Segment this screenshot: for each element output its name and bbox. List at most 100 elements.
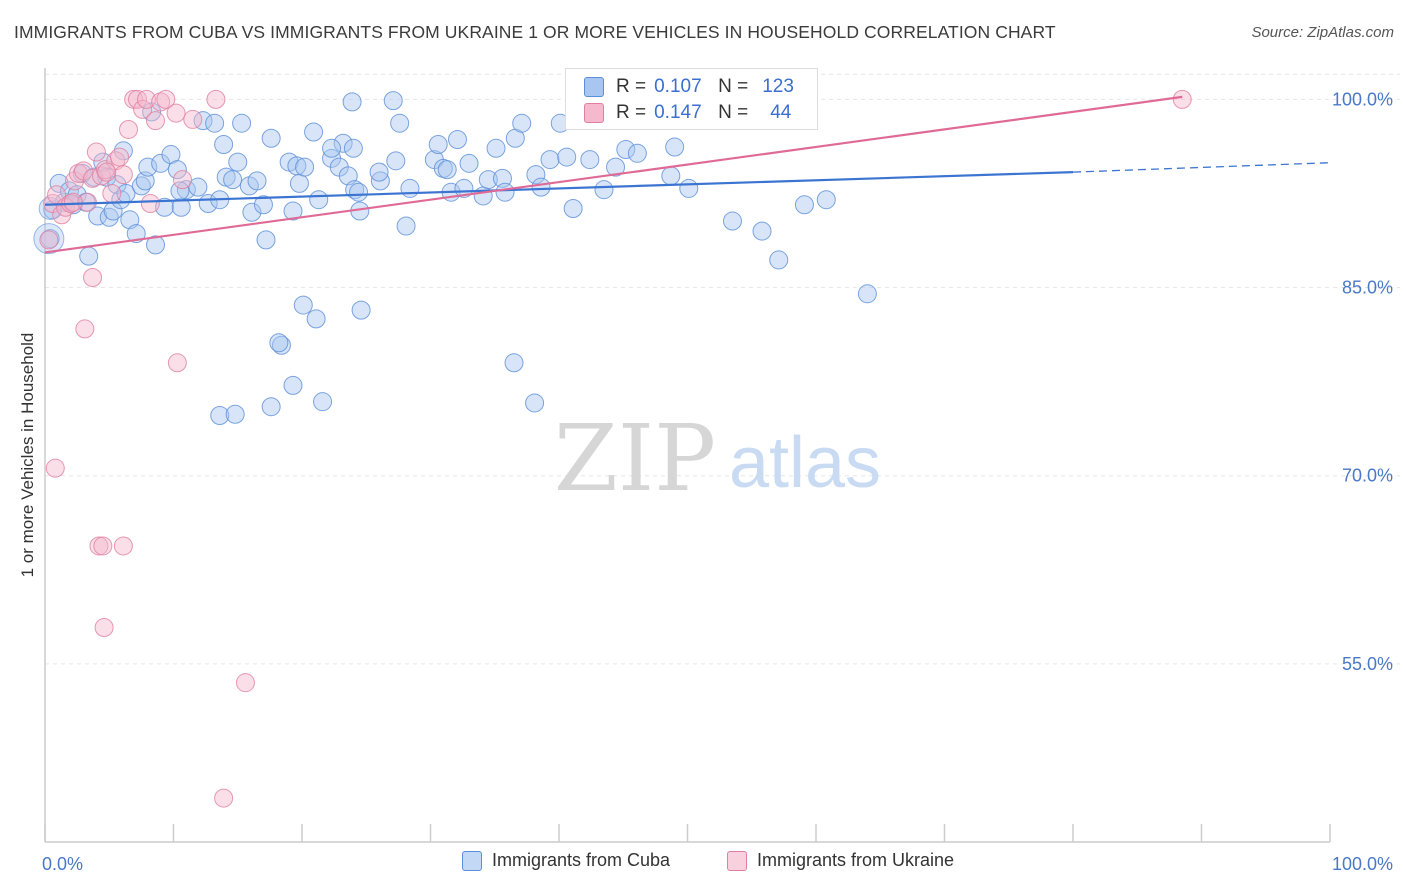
data-point-ukraine [133, 99, 153, 119]
data-point-cuba [306, 309, 326, 329]
legend-n-label: N = [718, 76, 749, 97]
correlation-legend: R = 0.107 N = 123 R = 0.147 N = 44 [565, 68, 818, 130]
tick-labels: 100.0% 85.0% 70.0% 55.0% 0.0% 100.0% [42, 89, 1393, 874]
legend-item-ukraine[interactable]: Immigrants from Ukraine [727, 850, 954, 871]
data-point-cuba [349, 182, 369, 202]
data-point-cuba [322, 138, 342, 158]
data-point-cuba [679, 178, 699, 198]
data-point-ukraine [156, 89, 176, 109]
data-point-cuba [261, 397, 281, 417]
data-point-cuba [661, 166, 681, 186]
data-point-ukraine [75, 319, 95, 339]
data-point-cuba [351, 300, 371, 320]
legend-r-label: R = [616, 102, 647, 123]
data-point-cuba [131, 176, 151, 196]
data-point-ukraine [140, 193, 160, 213]
watermark-atlas: atlas [729, 423, 881, 503]
data-point-cuba [193, 111, 213, 131]
data-point-cuba [396, 216, 416, 236]
data-point-cuba [289, 173, 309, 193]
data-point-ukraine [119, 119, 139, 139]
data-point-cuba [138, 157, 158, 177]
data-point-ukraine [183, 109, 203, 129]
legend-r-value-cuba: 0.107 [654, 76, 702, 97]
data-point-cuba [271, 335, 291, 355]
legend-row-ukraine: R = 0.147 N = 44 [584, 100, 791, 126]
data-point-cuba [486, 138, 506, 158]
data-point-cuba [79, 246, 99, 266]
data-point-cuba [525, 393, 545, 413]
data-point-cuba [304, 122, 324, 142]
trend-lines [44, 95, 1331, 254]
data-point-cuba [269, 333, 289, 353]
data-point-ukraine [97, 162, 117, 182]
data-point-ukraine [93, 536, 113, 556]
legend-n-value-cuba: 123 [762, 76, 794, 97]
data-point-ukraine [151, 92, 171, 112]
data-point-cuba [816, 190, 836, 210]
data-point-cuba [40, 229, 60, 249]
data-point-cuba [794, 195, 814, 215]
data-point-cuba [594, 180, 614, 200]
y-tick-label: 85.0% [1342, 278, 1393, 298]
series-cuba-points [33, 89, 877, 425]
data-point-cuba [563, 198, 583, 218]
chart-title: IMMIGRANTS FROM CUBA VS IMMIGRANTS FROM … [14, 22, 1056, 42]
data-point-cuba [313, 392, 333, 412]
data-point-cuba [176, 180, 196, 200]
data-point-cuba [171, 197, 191, 217]
legend-row-cuba: R = 0.107 N = 123 [584, 74, 794, 100]
data-point-cuba [126, 224, 146, 244]
data-point-cuba [606, 157, 626, 177]
data-point-cuba [504, 353, 524, 373]
data-point-cuba [752, 221, 772, 241]
data-point-ukraine [113, 536, 133, 556]
data-point-ukraine [86, 142, 106, 162]
data-point-cuba [333, 133, 353, 153]
data-point-cuba [627, 143, 647, 163]
data-point-cuba [225, 404, 245, 424]
data-point-cuba [454, 178, 474, 198]
source-label: Source: ZipAtlas.com [1251, 24, 1394, 41]
legend-swatch-ukraine [727, 850, 747, 871]
grid-lines [45, 73, 1400, 665]
data-point-cuba [437, 160, 457, 180]
legend-item-cuba[interactable]: Immigrants from Cuba [462, 850, 670, 871]
data-point-ukraine [45, 458, 65, 478]
data-point-cuba [293, 295, 313, 315]
legend-swatch-ukraine [584, 103, 604, 123]
data-point-cuba [343, 138, 363, 158]
data-point-cuba [390, 113, 410, 133]
data-point-cuba [228, 152, 248, 172]
data-point-cuba [205, 113, 225, 133]
data-point-cuba [447, 130, 467, 150]
data-point-cuba [253, 195, 273, 215]
data-point-ukraine [110, 147, 130, 167]
data-point-ukraine [1172, 89, 1192, 109]
data-point-ukraine [63, 192, 83, 212]
data-point-cuba [210, 405, 230, 425]
data-point-cuba [495, 182, 515, 202]
data-point-cuba [167, 160, 187, 180]
data-point-cuba [459, 153, 479, 173]
trend-line-cuba [44, 171, 1074, 206]
data-point-cuba [188, 177, 208, 197]
data-point-cuba [49, 173, 69, 193]
x-tick-label: 100.0% [1332, 854, 1393, 874]
data-point-ukraine [166, 103, 186, 123]
data-point-cuba [342, 92, 362, 112]
y-tick-label: 100.0% [1332, 89, 1393, 109]
data-point-cuba [857, 284, 877, 304]
legend-r-value-ukraine: 0.147 [654, 102, 702, 123]
data-point-cuba [214, 135, 234, 155]
trend-line-cuba-extension [1072, 162, 1331, 173]
data-point-ukraine [172, 170, 192, 190]
data-point-ukraine [206, 89, 226, 109]
y-tick-label: 55.0% [1342, 654, 1393, 674]
data-point-ukraine [146, 111, 166, 131]
legend-r-label: R = [616, 76, 647, 97]
axes [44, 68, 1331, 843]
trend-line-ukraine [44, 95, 1183, 254]
data-point-ukraine [235, 673, 255, 693]
